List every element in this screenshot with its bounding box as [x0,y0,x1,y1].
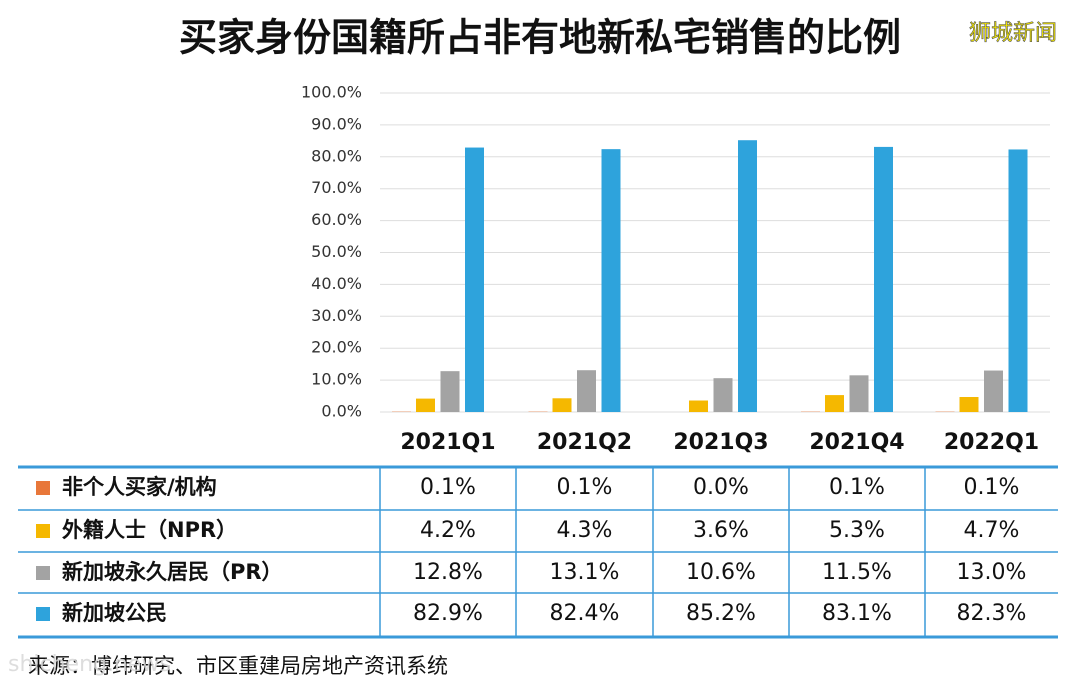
bar [689,400,708,412]
bar [984,370,1003,412]
bar [959,397,979,412]
table-cell: 0.1% [964,475,1020,500]
y-tick-label: 20.0% [311,338,362,357]
x-tick-label: 2022Q1 [944,430,1039,455]
table-cell: 3.6% [693,518,749,543]
bar [738,140,757,412]
table-cell: 85.2% [686,601,756,626]
table-cell: 13.1% [550,560,620,585]
x-tick-label: 2021Q2 [537,430,632,455]
table-cell: 4.2% [420,518,476,543]
x-tick-label: 2021Q4 [809,430,904,455]
bar [465,147,484,412]
y-tick-label: 60.0% [311,210,362,229]
y-tick-label: 10.0% [311,370,362,389]
legend-swatch [36,481,50,495]
table-cell: 82.3% [957,601,1027,626]
legend-label: 非个人买家/机构 [62,475,217,499]
bar [601,149,621,413]
table-cell: 82.4% [550,601,620,626]
y-tick-label: 50.0% [311,242,362,261]
y-tick-label: 0.0% [321,402,362,421]
table-cell: 0.1% [829,475,885,500]
bar [577,370,596,412]
bar [874,146,893,412]
legend-swatch [36,607,50,621]
bar [416,398,435,412]
legend-swatch [36,524,50,538]
table-cell: 10.6% [686,560,756,585]
bar [713,378,733,412]
table-cell: 0.0% [693,475,749,500]
table-cell: 13.0% [957,560,1027,585]
x-tick-label: 2021Q1 [400,430,495,455]
table-cell: 83.1% [822,601,892,626]
legend-label: 新加坡永久居民（PR） [62,560,283,584]
bar [849,375,869,412]
y-tick-label: 30.0% [311,306,362,325]
bar [552,398,572,412]
legend-swatch [36,566,50,580]
table-cell: 11.5% [822,560,892,585]
legend-label: 新加坡公民 [62,601,167,625]
table-cell: 4.7% [964,518,1020,543]
bar [1008,149,1028,412]
source: 来源：博纬研究、市区重建局房地产资讯系统 [28,654,448,678]
legend-label: 外籍人士（NPR） [62,518,237,542]
bar [825,395,844,412]
y-tick-label: 70.0% [311,178,362,197]
bar [440,371,460,412]
table-cell: 82.9% [413,601,483,626]
y-tick-label: 40.0% [311,274,362,293]
x-tick-label: 2021Q3 [673,430,768,455]
table-cell: 5.3% [829,518,885,543]
table-cell: 0.1% [420,475,476,500]
table-cell: 0.1% [557,475,613,500]
y-tick-label: 90.0% [311,114,362,133]
table-cell: 4.3% [557,518,613,543]
table-cell: 12.8% [413,560,483,585]
chart-title: 买家身份国籍所占非有地新私宅销售的比例 [179,16,901,60]
y-tick-label: 80.0% [311,146,362,165]
y-tick-label: 100.0% [301,83,362,102]
watermark: 狮城新闻 [969,21,1057,46]
source-watermark: shicheng.news [8,652,171,677]
